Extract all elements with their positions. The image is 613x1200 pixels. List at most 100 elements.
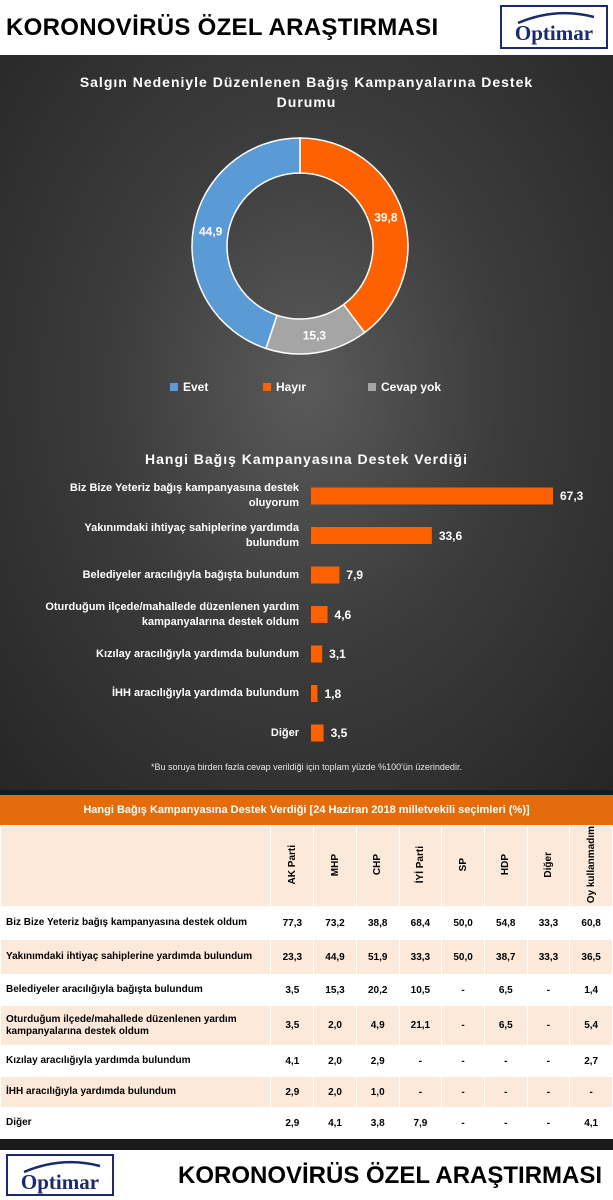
category-label-line: Belediyeler aracılığıyla bağışta bulundu… bbox=[82, 568, 299, 581]
table-row: Kızılay aracılığıyla yardımda bulundum 4,… bbox=[0, 1045, 613, 1078]
table-cell: 68,4 bbox=[398, 906, 443, 941]
bar-category-label: Belediyeler aracılığıyla bağışta bulundu… bbox=[83, 568, 299, 583]
table-column-header: SP bbox=[441, 824, 485, 908]
table-cell: - bbox=[398, 1045, 443, 1078]
table-cell: 44,9 bbox=[313, 939, 357, 976]
table-cell: 51,9 bbox=[355, 939, 400, 976]
table-cell: 7,9 bbox=[398, 1107, 443, 1140]
table-cell: 38,8 bbox=[355, 906, 400, 941]
table-cell: 4,1 bbox=[270, 1045, 315, 1078]
column-header-label: AK Parti bbox=[286, 844, 298, 885]
table-cell: 2,0 bbox=[313, 1005, 357, 1047]
legend-item-cevap-yok: Cevap yok bbox=[368, 380, 441, 394]
logo-text: Optimar bbox=[20, 1170, 100, 1194]
table-cell: 2,9 bbox=[355, 1045, 400, 1078]
chart-panel bbox=[0, 55, 613, 790]
table-cell: 50,0 bbox=[441, 939, 485, 976]
donut-title-line-2: Durumu bbox=[276, 94, 337, 110]
donut-data-label: 15,3 bbox=[303, 328, 327, 342]
legend-label-hayir: Hayır bbox=[276, 380, 307, 394]
bar-5 bbox=[311, 685, 318, 702]
table-cell: 33,3 bbox=[398, 939, 443, 976]
table-cell: 77,3 bbox=[270, 906, 315, 941]
bar-category-label: Oturduğum ilçede/mahallede düzenlenen ya… bbox=[45, 600, 299, 630]
optimar-logo: Optimar bbox=[500, 5, 608, 49]
donut-title-line-1: Salgın Nedeniyle Düzenlenen Bağış Kampan… bbox=[79, 74, 534, 90]
table-cell: 5,4 bbox=[569, 1005, 613, 1047]
table-cell: - bbox=[526, 1107, 571, 1140]
table-cell: 2,9 bbox=[270, 1107, 315, 1140]
legend-label-evet: Evet bbox=[183, 380, 209, 394]
table-corner-cell bbox=[0, 824, 272, 908]
bar-chart-title: Hangi Bağış Kampanyasına Destek Verdiği bbox=[145, 451, 468, 467]
table-cell: - bbox=[569, 1076, 613, 1109]
table-row: Oturduğum ilçede/mahallede düzenlenen ya… bbox=[0, 1005, 613, 1047]
category-label-line: Kızılay aracılığıyla yardımda bulundum bbox=[96, 647, 299, 660]
legend-swatch-cevap-yok bbox=[368, 383, 376, 391]
table-cell: 1,4 bbox=[569, 974, 613, 1007]
legend-label-cevap-yok: Cevap yok bbox=[381, 380, 442, 394]
table-cell: - bbox=[526, 1045, 571, 1078]
bar-value-label: 7,9 bbox=[346, 568, 364, 582]
table-cell: 2,9 bbox=[270, 1076, 315, 1109]
table-row-label: Belediyeler aracılığıyla bağışta bulundu… bbox=[0, 974, 272, 1007]
bar-value-label: 3,5 bbox=[330, 726, 348, 740]
bar-category-label: Yakınımdaki ihtiyaç sahiplerine yardımda… bbox=[84, 521, 299, 551]
bar-category-label: Kızılay aracılığıyla yardımda bulundum bbox=[96, 647, 299, 662]
table-cell: - bbox=[441, 1107, 485, 1140]
table-column-header: AK Parti bbox=[270, 824, 315, 908]
table-row-label: Diğer bbox=[0, 1107, 272, 1140]
bar-value-label: 4,6 bbox=[334, 607, 352, 622]
table-cell: 4,1 bbox=[569, 1107, 613, 1140]
category-label-line: Diğer bbox=[270, 726, 299, 739]
table-cell: 20,2 bbox=[355, 974, 400, 1007]
table-cell: - bbox=[398, 1076, 443, 1109]
table-column-header: Diğer bbox=[526, 824, 571, 908]
category-label-line: bulundum bbox=[245, 536, 299, 549]
legend-swatch-evet bbox=[170, 383, 178, 391]
table-cell: 2,7 bbox=[569, 1045, 613, 1078]
donut-slice-evet bbox=[191, 137, 301, 350]
legend-item-hayir: Hayır bbox=[263, 380, 306, 394]
donut-data-label: 44,9 bbox=[199, 225, 223, 239]
table-cell: 3,5 bbox=[270, 974, 315, 1007]
table-cell: - bbox=[483, 1107, 528, 1140]
category-label-line: Oturduğum ilçede/mahallede düzenlenen ya… bbox=[45, 600, 299, 613]
bar-chart-footnote: *Bu soruya birden fazla cevap verildiği … bbox=[151, 762, 462, 772]
donut-chart-title: Salgın Nedeniyle Düzenlenen Bağış Kampan… bbox=[40, 72, 573, 112]
table-cell: 73,2 bbox=[313, 906, 357, 941]
donut-chart: 39,8 15,3 44,9 bbox=[191, 137, 409, 355]
table-cell: - bbox=[526, 1076, 571, 1109]
results-table: AK Parti MHP CHP İYİ Parti SP HDP Diğer Oy kull… bbox=[0, 824, 613, 1140]
table-row: Diğer 2,9 4,1 3,8 7,9- - -4,1 bbox=[0, 1107, 613, 1140]
table-cell: 1,0 bbox=[355, 1076, 400, 1109]
column-header-label: MHP bbox=[329, 853, 341, 876]
table-column-header: MHP bbox=[313, 824, 357, 908]
table-cell: 3,5 bbox=[270, 1005, 315, 1047]
column-header-label: Oy kullanmadım bbox=[585, 826, 597, 904]
table-header-row: AK Parti MHP CHP İYİ Parti SP HDP Diğer Oy kull… bbox=[0, 824, 613, 908]
table-cell: - bbox=[441, 1005, 485, 1047]
table-cell: - bbox=[526, 974, 571, 1007]
table-cell: 60,8 bbox=[569, 906, 613, 941]
logo-text: Optimar bbox=[514, 21, 594, 45]
bar-4 bbox=[311, 645, 323, 663]
donut-slice-hayır bbox=[299, 137, 409, 334]
table-cell: - bbox=[483, 1045, 528, 1078]
category-label-line: İHH aracılığıyla yardımda bulundum bbox=[111, 687, 299, 699]
bar-chart bbox=[311, 487, 553, 742]
table-column-header: CHP bbox=[355, 824, 400, 908]
table-title: Hangi Bağış Kampanyasına Destek Verdiği … bbox=[0, 795, 613, 825]
table-cell: 3,8 bbox=[355, 1107, 400, 1140]
column-header-label: SP bbox=[457, 857, 469, 872]
optimar-logo-footer: Optimar bbox=[6, 1154, 114, 1196]
table-cell: 4,1 bbox=[313, 1107, 357, 1140]
table-cell: - bbox=[441, 1076, 485, 1109]
legend-swatch-hayir bbox=[263, 383, 271, 391]
bar-value-label: 1,8 bbox=[324, 686, 342, 701]
column-header-label: Diğer bbox=[542, 851, 554, 878]
bar-value-label: 3,1 bbox=[329, 647, 346, 661]
table-row: Biz Bize Yeteriz bağış kampanyasına dest… bbox=[0, 906, 613, 941]
table-row: Yakınımdaki ihtiyaç sahiplerine yardımda… bbox=[0, 939, 613, 976]
footer-title: KORONOVİRÜS ÖZEL ARAŞTIRMASI bbox=[178, 1162, 603, 1189]
